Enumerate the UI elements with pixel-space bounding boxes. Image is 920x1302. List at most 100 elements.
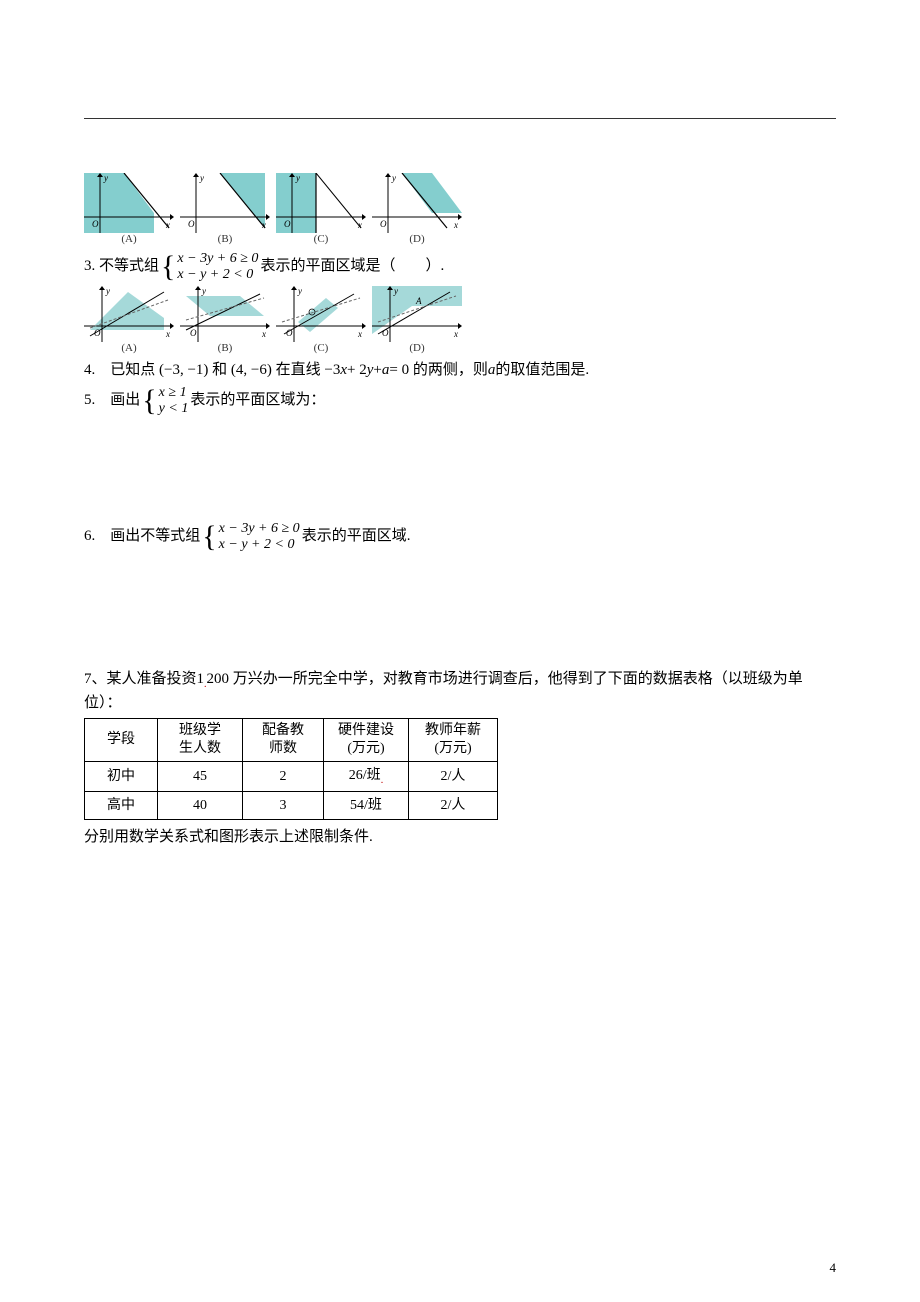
q3-graph-row: O x y (A) O x y (B) xyxy=(84,286,836,357)
q6-system: { x − 3y + 6 ≥ 0 x − y + 2 < 0 xyxy=(202,521,299,553)
q4-text: 4. 已知点 (−3, −1) 和 (4, −6) 在直线 −3 xyxy=(84,359,340,382)
math-variable: y xyxy=(367,359,374,382)
q3-graph-(A): O x y xyxy=(84,286,174,342)
svg-text:O: O xyxy=(188,219,195,229)
q5-suffix: 表示的平面区域为： xyxy=(190,389,325,412)
table-header: 配备教师数 xyxy=(243,719,324,762)
table-cell: 26/班. xyxy=(324,762,409,792)
svg-text:x: x xyxy=(165,329,170,339)
graph-label: (D) xyxy=(372,231,462,248)
top-rule xyxy=(84,118,836,119)
graph-option: O x y (B) xyxy=(180,286,270,357)
table-cell: 45 xyxy=(158,762,243,792)
svg-text:O: O xyxy=(92,219,99,229)
table-header: 硬件建设(万元) xyxy=(324,719,409,762)
svg-text:y: y xyxy=(103,173,108,183)
graph-label: (A) xyxy=(84,231,174,248)
table-row: 高中40354/班2/人 xyxy=(85,792,498,820)
svg-text:O: O xyxy=(284,219,291,229)
table-header: 班级学生人数 xyxy=(158,719,243,762)
table-header: 学段 xyxy=(85,719,158,762)
q5-line: 5. 画出 { x ≥ 1 y < 1 表示的平面区域为： xyxy=(84,385,836,417)
q4-text: + 2 xyxy=(347,359,367,382)
brace-icon: { xyxy=(161,252,175,282)
q5-sys-line1: x ≥ 1 xyxy=(159,385,189,401)
svg-text:x: x xyxy=(261,220,266,230)
q3-system: { x − 3y + 6 ≥ 0 x − y + 2 < 0 xyxy=(161,251,258,283)
graph-option: O x y (B) xyxy=(180,173,270,248)
table-cell: 40 xyxy=(158,792,243,820)
brace-icon: { xyxy=(202,522,216,552)
svg-text:A: A xyxy=(415,296,422,306)
svg-text:y: y xyxy=(105,286,110,296)
brace-icon: { xyxy=(142,386,156,416)
svg-text:y: y xyxy=(393,286,398,296)
graph-option: O x y (A) xyxy=(84,286,174,357)
svg-text:y: y xyxy=(199,173,204,183)
q3-line: 3. 不等式组 { x − 3y + 6 ≥ 0 x − y + 2 < 0 表… xyxy=(84,251,836,283)
svg-text:x: x xyxy=(357,329,362,339)
q6-suffix: 表示的平面区域. xyxy=(302,525,411,548)
graph-option: O x y (C) xyxy=(276,286,366,357)
q6-sys-line1: x − 3y + 6 ≥ 0 xyxy=(219,521,300,537)
q3-sys-line1: x − 3y + 6 ≥ 0 xyxy=(177,251,258,267)
table-cell: 高中 xyxy=(85,792,158,820)
q3-graph-(B): O x y xyxy=(180,286,270,342)
table-cell: 54/班 xyxy=(324,792,409,820)
table-header: 教师年薪(万元) xyxy=(409,719,498,762)
blank-space-2 xyxy=(84,556,836,668)
graph-option: O x y (D) xyxy=(372,173,462,248)
math-variable: x xyxy=(340,359,347,382)
q3-graph-(C): O x y xyxy=(276,286,366,342)
math-variable: a xyxy=(488,359,496,382)
q5-system: { x ≥ 1 y < 1 xyxy=(142,385,188,417)
math-variable: a xyxy=(382,359,390,382)
svg-text:y: y xyxy=(201,286,206,296)
graph-(A): O x y xyxy=(84,173,174,233)
q3-graph-(D): O x y A xyxy=(372,286,462,342)
svg-text:x: x xyxy=(453,329,458,339)
graph-label: (B) xyxy=(180,340,270,357)
red-dot-icon: . xyxy=(204,679,207,690)
q3-suffix: 表示的平面区域是（ ）. xyxy=(260,255,444,278)
table-cell: 初中 xyxy=(85,762,158,792)
svg-text:O: O xyxy=(380,219,387,229)
table-row: 初中45226/班.2/人 xyxy=(85,762,498,792)
table-cell: 2/人 xyxy=(409,762,498,792)
svg-text:x: x xyxy=(453,220,458,230)
svg-text:y: y xyxy=(391,173,396,183)
graph-label: (D) xyxy=(372,340,462,357)
graph-(B): O x y xyxy=(180,173,270,233)
q3-prefix: 3. 不等式组 xyxy=(84,255,159,278)
table-cell: 2/人 xyxy=(409,792,498,820)
q7-text: 7、某人准备投资1.200 万兴办一所完全中学，对教育市场进行调查后，他得到了下… xyxy=(84,668,836,715)
q7-table: 学段班级学生人数配备教师数硬件建设(万元)教师年薪(万元)初中45226/班.2… xyxy=(84,718,498,820)
graph-option: O x y A (D) xyxy=(372,286,462,357)
graph-label: (A) xyxy=(84,340,174,357)
graph-label: (C) xyxy=(276,231,366,248)
svg-text:y: y xyxy=(295,173,300,183)
graph-(D): O x y xyxy=(372,173,462,233)
q3-sys-line2: x − y + 2 < 0 xyxy=(177,267,258,283)
q5-sys-line2: y < 1 xyxy=(159,401,189,417)
graph-option: O x y (C) xyxy=(276,173,366,248)
q5-prefix: 5. 画出 xyxy=(84,389,140,412)
q6-sys-line2: x − y + 2 < 0 xyxy=(219,537,300,553)
q2-graph-row: O x y (A) O x y (B) O x xyxy=(84,173,836,248)
q7-after: 分别用数学关系式和图形表示上述限制条件. xyxy=(84,826,836,849)
q4-line: 4. 已知点 (−3, −1) 和 (4, −6) 在直线 −3x + 2y +… xyxy=(84,359,836,382)
blank-space xyxy=(84,420,836,518)
graph-(C): O x y xyxy=(276,173,366,233)
q6-prefix: 6. 画出不等式组 xyxy=(84,525,200,548)
svg-text:x: x xyxy=(261,329,266,339)
svg-text:O: O xyxy=(190,328,197,338)
q4-text: = 0 的两侧，则 xyxy=(389,359,487,382)
red-dot-icon: . xyxy=(381,775,384,786)
graph-label: (C) xyxy=(276,340,366,357)
page-number: 4 xyxy=(830,1260,837,1276)
svg-text:x: x xyxy=(357,220,362,230)
table-cell: 3 xyxy=(243,792,324,820)
q6-line: 6. 画出不等式组 { x − 3y + 6 ≥ 0 x − y + 2 < 0… xyxy=(84,521,836,553)
q4-text: 的取值范围是. xyxy=(495,359,589,382)
svg-text:x: x xyxy=(165,220,170,230)
